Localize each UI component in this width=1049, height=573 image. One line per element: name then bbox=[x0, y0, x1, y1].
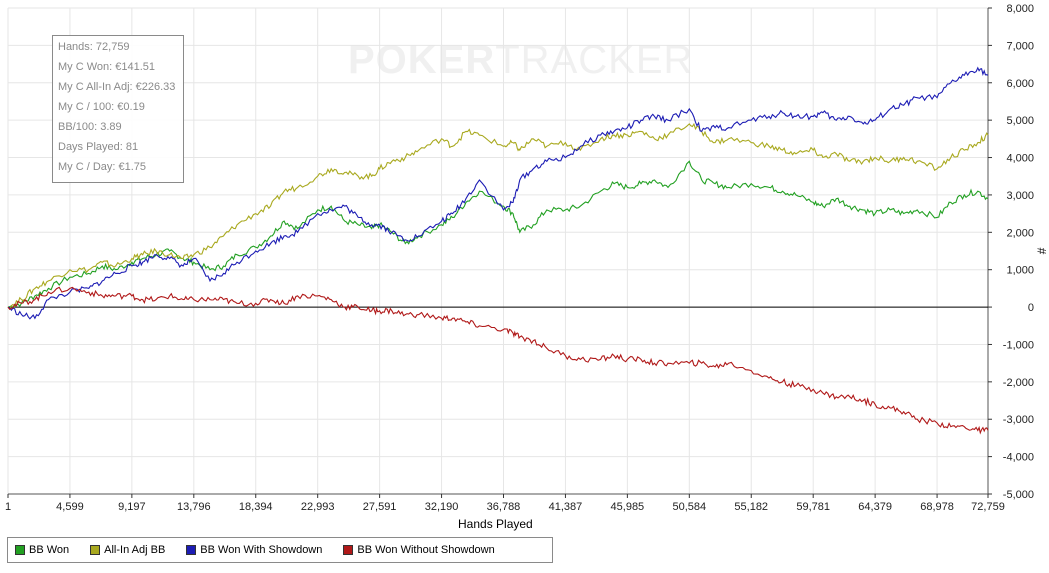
legend-swatch-all-in-adj-bb bbox=[90, 545, 101, 555]
y-tick-label: 2,000 bbox=[1006, 227, 1034, 239]
stat-bb-per-100: BB/100: 3.89 bbox=[58, 121, 122, 133]
y-tick-label: -1,000 bbox=[1003, 339, 1034, 351]
x-axis-title: Hands Played bbox=[458, 517, 533, 531]
x-tick-label: 41,387 bbox=[549, 501, 583, 513]
y-tick-label: 0 bbox=[1028, 302, 1034, 314]
legend-label: BB Won Without Showdown bbox=[357, 544, 495, 556]
series-line-bb-won bbox=[7, 160, 989, 309]
y-tick-label: 8,000 bbox=[1006, 3, 1034, 15]
stats-panel: Hands: 72,759 My C Won: €141.51 My C All… bbox=[52, 35, 184, 183]
stat-days-played: Days Played: 81 bbox=[58, 141, 139, 153]
y-tick-label: -5,000 bbox=[1003, 489, 1034, 501]
y-tick-label: 3,000 bbox=[1006, 190, 1034, 202]
legend: BB Won All-In Adj BB BB Won With Showdow… bbox=[7, 537, 553, 563]
y-tick-label: 1,000 bbox=[1006, 265, 1034, 277]
x-tick-label: 32,190 bbox=[425, 501, 459, 513]
legend-item-bb-won-without-showdown[interactable]: BB Won Without Showdown bbox=[343, 544, 495, 556]
y-tick-label: 7,000 bbox=[1006, 40, 1034, 52]
legend-label: BB Won With Showdown bbox=[200, 544, 323, 556]
x-tick-label: 64,379 bbox=[858, 501, 892, 513]
x-tick-label: 55,182 bbox=[734, 501, 768, 513]
x-tick-label: 1 bbox=[5, 501, 11, 513]
y-tick-label: -3,000 bbox=[1003, 414, 1034, 426]
stat-my-c-per-day: My C / Day: €1.75 bbox=[58, 161, 147, 173]
chart-series bbox=[7, 66, 989, 435]
series-line-all-in-adj-bb bbox=[7, 122, 989, 311]
y-tick-label: -4,000 bbox=[1003, 452, 1034, 464]
x-tick-label: 72,759 bbox=[971, 501, 1005, 513]
chart-axes bbox=[8, 8, 989, 495]
legend-swatch-bb-won-with-showdown bbox=[186, 545, 197, 555]
x-tick-label: 13,796 bbox=[177, 501, 211, 513]
y-tick-label: 5,000 bbox=[1006, 115, 1034, 127]
x-tick-label: 36,788 bbox=[487, 501, 521, 513]
x-tick-label: 27,591 bbox=[363, 501, 397, 513]
y-tick-label: 6,000 bbox=[1006, 78, 1034, 90]
x-tick-label: 9,197 bbox=[118, 501, 146, 513]
x-tick-label: 59,781 bbox=[796, 501, 830, 513]
series-line-bb-won-without-showdown bbox=[7, 286, 989, 435]
x-tick-label: 22,993 bbox=[301, 501, 335, 513]
y-tick-label: 4,000 bbox=[1006, 153, 1034, 165]
legend-label: BB Won bbox=[29, 544, 70, 556]
x-tick-label: 4,599 bbox=[56, 501, 84, 513]
y-tick-label: -2,000 bbox=[1003, 377, 1034, 389]
legend-item-bb-won[interactable]: BB Won bbox=[15, 544, 69, 556]
y-axis-title: # bbox=[1034, 247, 1049, 255]
x-tick-label: 68,978 bbox=[920, 501, 954, 513]
x-tick-label: 18,394 bbox=[239, 501, 273, 513]
legend-item-all-in-adj-bb[interactable]: All-In Adj BB bbox=[90, 544, 165, 556]
x-tick-label: 45,985 bbox=[611, 501, 645, 513]
legend-swatch-bb-won bbox=[15, 545, 25, 555]
stat-hands: Hands: 72,759 bbox=[58, 41, 130, 53]
legend-swatch-bb-won-without-showdown bbox=[343, 545, 354, 555]
stat-my-c-per-100: My C / 100: €0.19 bbox=[58, 101, 145, 113]
stat-all-in-adj: My C All-In Adj: €226.33 bbox=[58, 81, 176, 93]
legend-label: All-In Adj BB bbox=[104, 544, 166, 556]
stat-my-c-won: My C Won: €141.51 bbox=[58, 61, 156, 73]
legend-item-bb-won-with-showdown[interactable]: BB Won With Showdown bbox=[186, 544, 322, 556]
x-tick-label: 50,584 bbox=[672, 501, 706, 513]
chart-ticks: 8,000 7,000 6,000 5,000 4,000 3,000 2,000 1,000… bbox=[5, 3, 1034, 513]
series-line-bb-won-with-showdown bbox=[7, 66, 989, 320]
